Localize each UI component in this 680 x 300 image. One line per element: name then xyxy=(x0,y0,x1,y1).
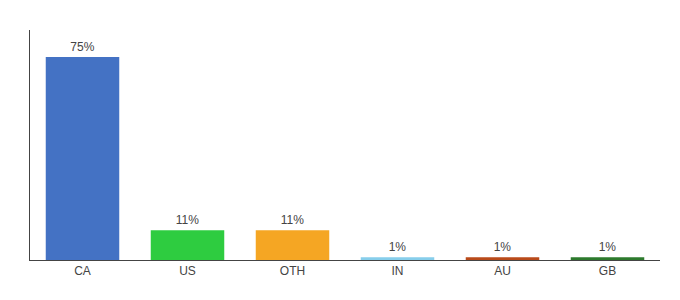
svg-text:1%: 1% xyxy=(599,240,617,254)
svg-text:OTH: OTH xyxy=(280,264,305,278)
svg-text:GB: GB xyxy=(599,264,616,278)
svg-text:1%: 1% xyxy=(389,240,407,254)
svg-text:11%: 11% xyxy=(176,213,199,227)
svg-text:1%: 1% xyxy=(494,240,512,254)
svg-text:CA: CA xyxy=(74,264,91,278)
svg-text:75%: 75% xyxy=(70,40,94,54)
svg-text:AU: AU xyxy=(494,264,511,278)
svg-text:IN: IN xyxy=(392,264,404,278)
svg-text:11%: 11% xyxy=(281,213,304,227)
svg-text:US: US xyxy=(179,264,196,278)
